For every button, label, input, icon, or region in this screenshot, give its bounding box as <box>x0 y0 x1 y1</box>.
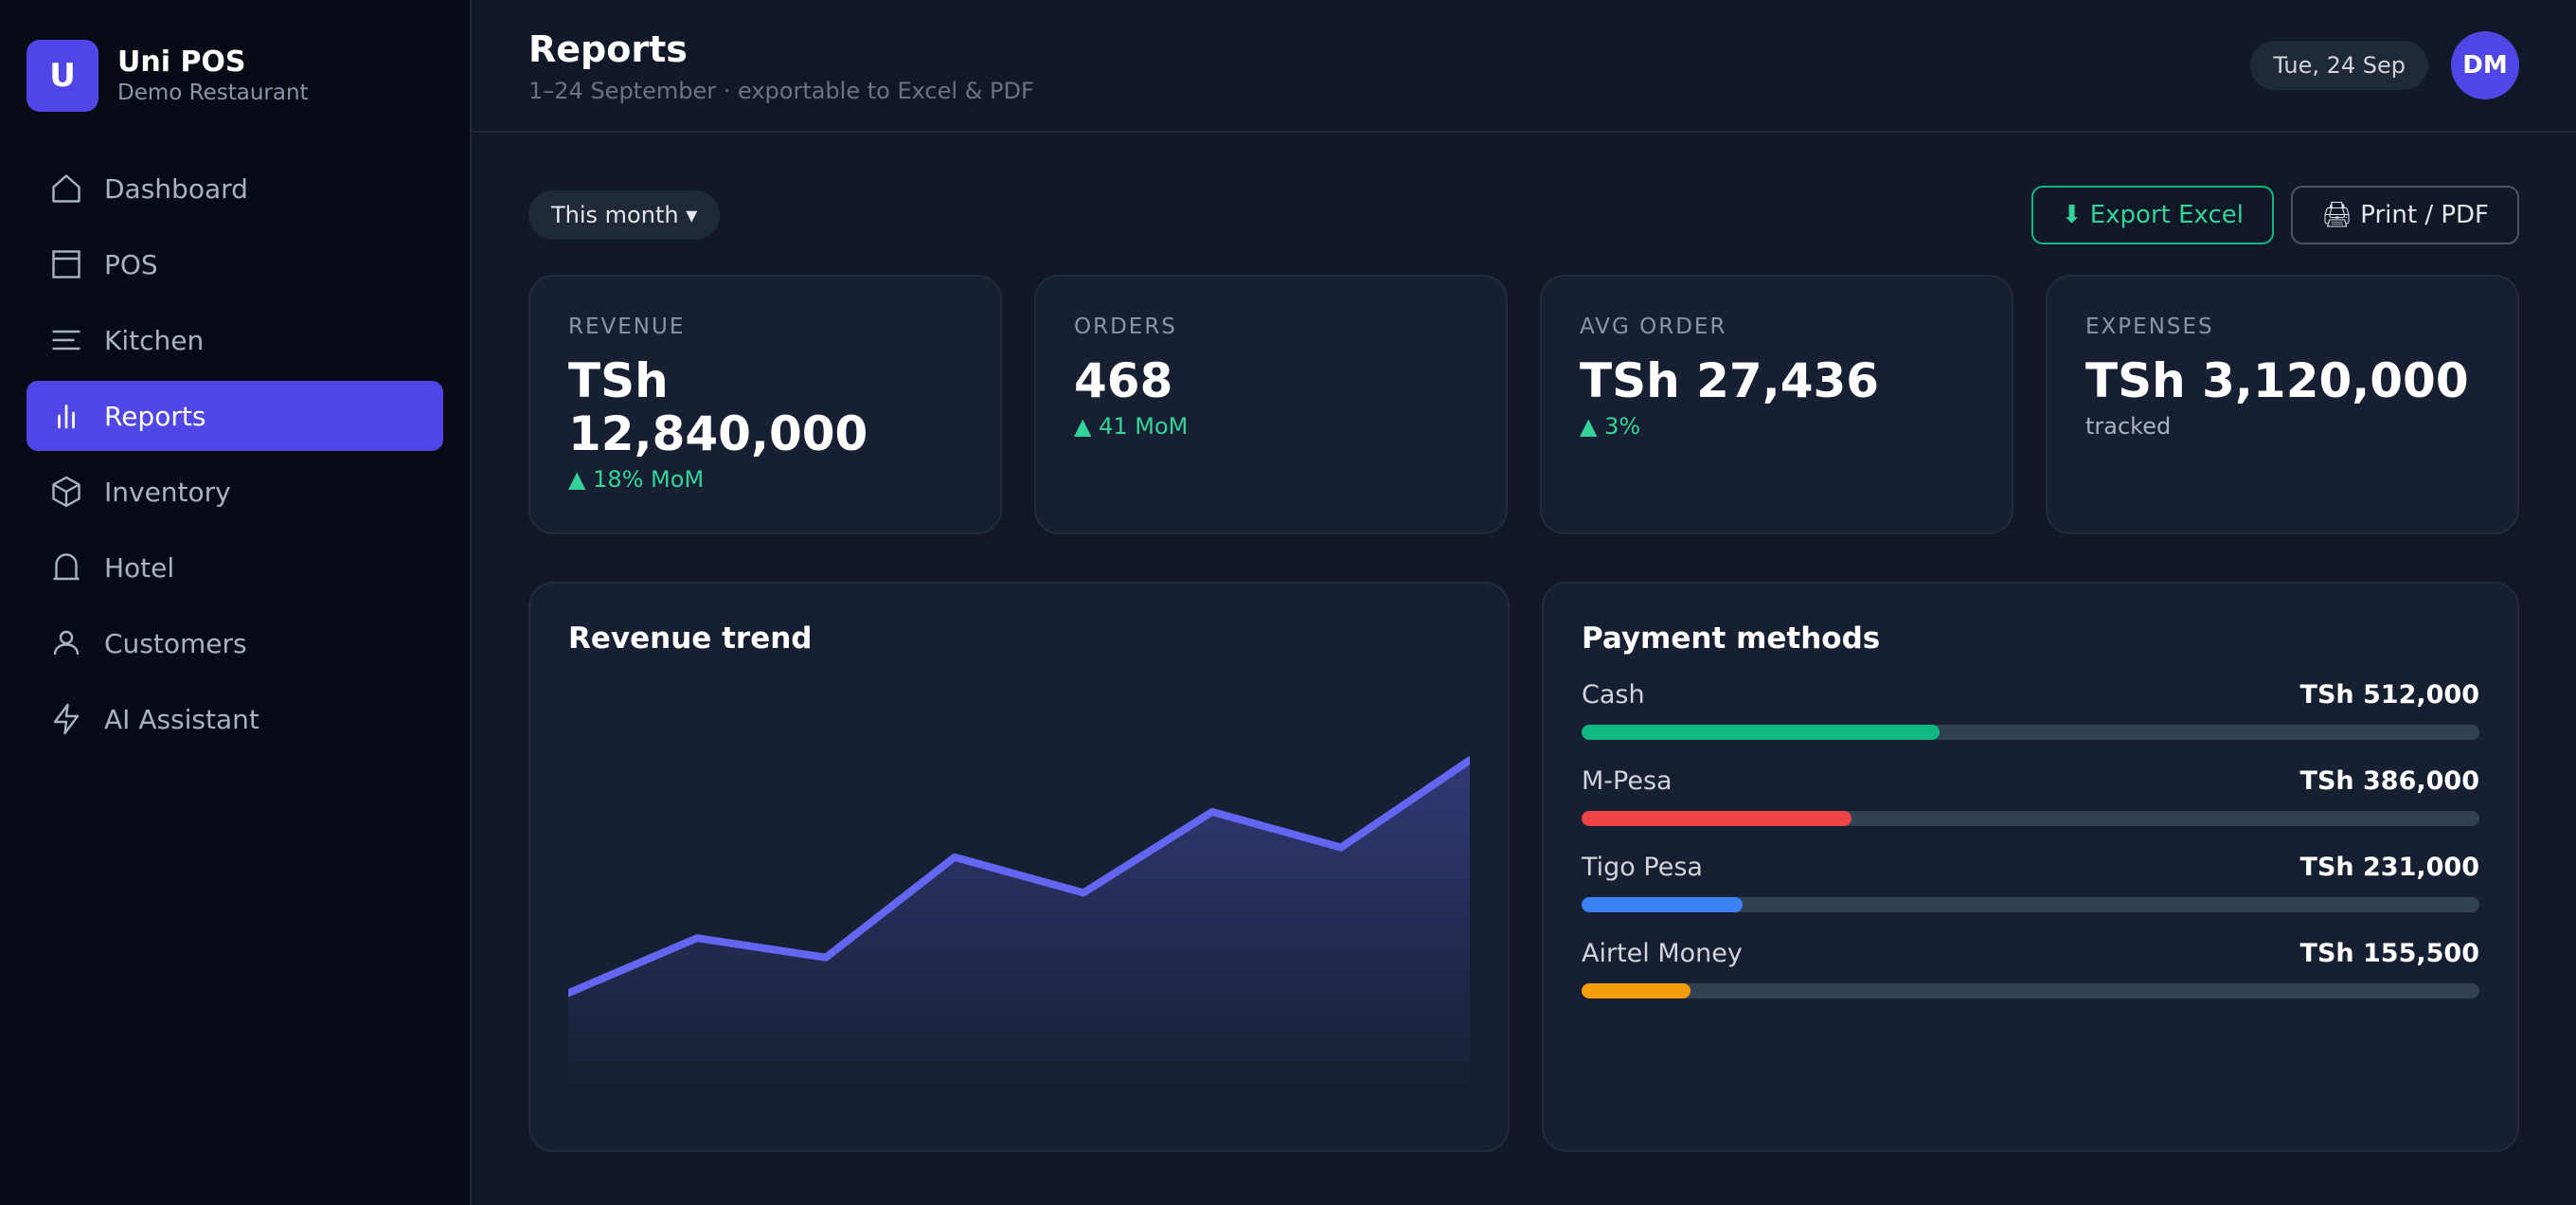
sidebar-item-ai-assistant[interactable]: AI Assistant <box>27 684 443 754</box>
sidebar-item-label: POS <box>104 248 158 280</box>
payment-amount: TSh 231,000 <box>2299 853 2479 882</box>
sidebar-item-inventory[interactable]: Inventory <box>27 457 443 527</box>
payment-row-airtel-money: Airtel Money TSh 155,500 <box>1582 939 2479 998</box>
brand-subtitle: Demo Restaurant <box>117 81 309 105</box>
revenue-trend-panel: Revenue trend <box>528 582 1510 1152</box>
payment-row-head: Airtel Money TSh 155,500 <box>1582 939 2479 968</box>
stat-value: TSh 3,120,000 <box>2085 353 2469 408</box>
period-dropdown[interactable]: This month ▾ <box>528 190 721 240</box>
trend-area <box>568 760 1470 1084</box>
payment-bar-track <box>1582 811 2479 826</box>
payment-bar-track <box>1582 725 2479 740</box>
stat-note: tracked <box>2085 413 2172 440</box>
topbar-right: Tue, 24 Sep DM <box>2250 31 2519 99</box>
topbar: Reports 1–24 September · exportable to E… <box>472 0 2576 133</box>
list-icon <box>49 323 83 357</box>
payment-amount: TSh 386,000 <box>2299 766 2479 796</box>
stat-card-orders: Orders 468 ▲ 41 MoM <box>1034 275 1508 534</box>
panels-row: Revenue trend Payment methods <box>528 582 2519 1152</box>
brand-logo: U <box>27 40 98 112</box>
payment-name: Airtel Money <box>1582 939 1743 968</box>
stat-label: Expenses <box>2085 315 2214 339</box>
payment-bar-fill <box>1582 897 1744 912</box>
export-actions: ⬇ Export Excel 🖨 Print / PDF <box>2030 186 2519 244</box>
panel-title: Payment methods <box>1582 621 1881 656</box>
payment-row-cash: Cash TSh 512,000 <box>1582 680 2479 740</box>
stat-label: Avg order <box>1580 315 1727 339</box>
report-content: This month ▾ ⬇ Export Excel 🖨 Print / PD… <box>472 133 2576 1152</box>
sidebar-item-label: AI Assistant <box>104 703 259 735</box>
sidebar-item-label: Hotel <box>104 551 175 584</box>
bar-chart-icon <box>49 399 83 433</box>
payment-name: Tigo Pesa <box>1582 853 1703 882</box>
payment-name: M-Pesa <box>1582 766 1673 796</box>
stat-card-expenses: Expenses TSh 3,120,000 tracked <box>2046 275 2519 534</box>
avatar[interactable]: DM <box>2451 31 2519 99</box>
stat-delta: ▲ 41 MoM <box>1074 413 1189 440</box>
report-controls: This month ▾ ⬇ Export Excel 🖨 Print / PD… <box>528 186 2519 244</box>
stat-label: Revenue <box>568 315 686 339</box>
sidebar-item-pos[interactable]: POS <box>27 229 443 299</box>
payment-row-head: Tigo Pesa TSh 231,000 <box>1582 853 2479 882</box>
page-title: Reports <box>528 28 688 70</box>
payment-bar-fill <box>1582 811 1852 826</box>
sidebar-item-kitchen[interactable]: Kitchen <box>27 305 443 375</box>
payment-methods-panel: Payment methods Cash TSh 512,000 M-Pesa <box>1542 582 2519 1152</box>
sidebar-item-reports[interactable]: Reports <box>27 381 443 451</box>
sidebar-item-label: Customers <box>104 627 247 659</box>
trend-line <box>568 756 1470 998</box>
brand-name: Uni POS <box>117 45 246 79</box>
sidebar-item-label: Dashboard <box>104 172 248 205</box>
register-icon <box>49 247 83 281</box>
sidebar-item-hotel[interactable]: Hotel <box>27 532 443 602</box>
brand: U Uni POS Demo Restaurant <box>27 40 443 112</box>
revenue-trend-chart <box>568 756 1470 1084</box>
brand-text: Uni POS Demo Restaurant <box>117 45 309 106</box>
stat-delta: ▲ 3% <box>1580 413 1641 440</box>
stat-value: TSh 27,436 <box>1580 353 1880 408</box>
payment-list: Cash TSh 512,000 M-Pesa TSh 386,000 <box>1582 680 2479 998</box>
sidebar: U Uni POS Demo Restaurant Dashboard POS <box>0 0 472 1205</box>
stat-value: TSh 12,840,000 <box>568 353 868 461</box>
sidebar-item-label: Reports <box>104 400 206 432</box>
box-icon <box>49 475 83 509</box>
panel-title: Revenue trend <box>568 621 813 656</box>
sidebar-item-dashboard[interactable]: Dashboard <box>27 153 443 224</box>
stat-value: 468 <box>1074 353 1173 408</box>
payment-bar-track <box>1582 897 2479 912</box>
date-badge: Tue, 24 Sep <box>2250 41 2428 90</box>
stats-row: Revenue TSh 12,840,000 ▲ 18% MoM Orders … <box>528 275 2519 534</box>
sidebar-item-label: Kitchen <box>104 324 205 356</box>
payment-row-head: Cash TSh 512,000 <box>1582 680 2479 710</box>
stat-card-revenue: Revenue TSh 12,840,000 ▲ 18% MoM <box>528 275 1002 534</box>
payment-bar-track <box>1582 983 2479 998</box>
stat-card-avg-order: Avg order TSh 27,436 ▲ 3% <box>1540 275 2013 534</box>
payment-row-head: M-Pesa TSh 386,000 <box>1582 766 2479 796</box>
payment-amount: TSh 155,500 <box>2299 939 2479 968</box>
user-icon <box>49 626 83 660</box>
payment-row-tigo-pesa: Tigo Pesa TSh 231,000 <box>1582 853 2479 912</box>
main-area: Reports 1–24 September · exportable to E… <box>472 0 2576 1205</box>
payment-name: Cash <box>1582 680 1645 710</box>
home-icon <box>49 171 83 206</box>
payment-bar-fill <box>1582 983 1690 998</box>
title-block: Reports 1–24 September · exportable to E… <box>528 27 1034 104</box>
lightning-icon <box>49 702 83 736</box>
stat-label: Orders <box>1074 315 1177 339</box>
print-pdf-button[interactable]: 🖨 Print / PDF <box>2290 186 2519 244</box>
sidebar-item-label: Inventory <box>104 476 231 508</box>
payment-bar-fill <box>1582 725 1940 740</box>
bell-icon <box>49 550 83 585</box>
payment-row-mpesa: M-Pesa TSh 386,000 <box>1582 766 2479 826</box>
sidebar-item-customers[interactable]: Customers <box>27 608 443 678</box>
export-excel-button[interactable]: ⬇ Export Excel <box>2030 186 2274 244</box>
stat-delta: ▲ 18% MoM <box>568 466 705 493</box>
sidebar-nav: Dashboard POS Kitchen Reports <box>27 153 443 754</box>
page-subtitle: 1–24 September · exportable to Excel & P… <box>528 78 1034 104</box>
payment-amount: TSh 512,000 <box>2299 680 2479 710</box>
